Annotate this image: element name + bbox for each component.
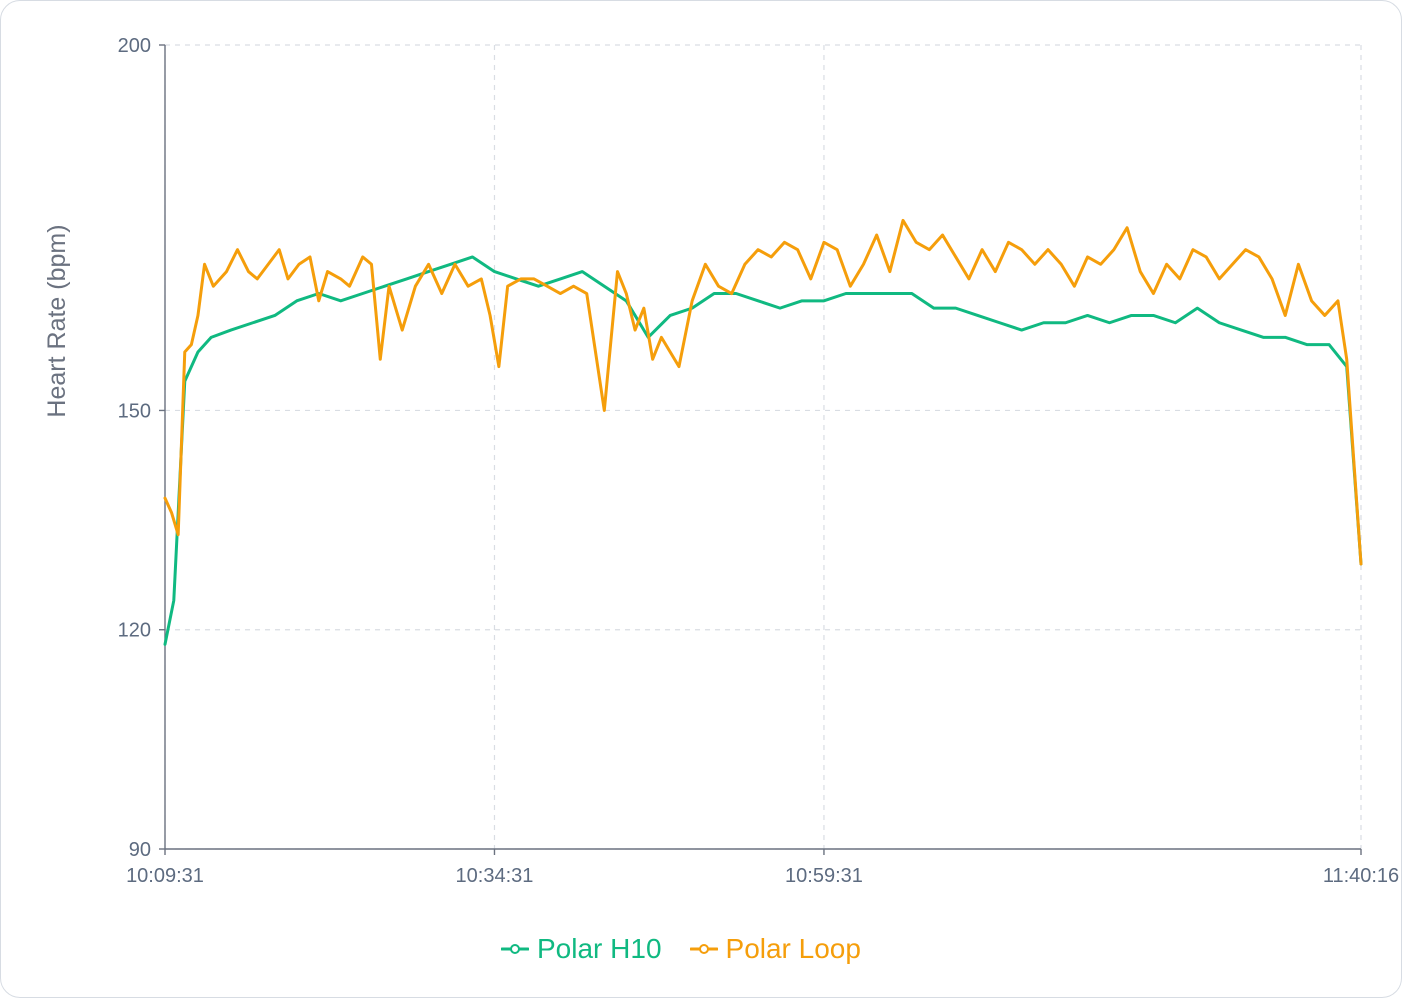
- series-line-polar-loop: [163, 218, 1363, 566]
- x-tick-label: 10:59:31: [785, 865, 863, 887]
- y-tick-label: 200: [118, 35, 151, 57]
- y-tick-label: 150: [118, 400, 151, 422]
- legend-label-polar-loop: Polar Loop: [725, 933, 861, 964]
- y-axis-title: Heart Rate (bpm): [43, 224, 71, 417]
- series-line-polar-h10: [163, 255, 1363, 646]
- y-tick-label: 120: [118, 620, 151, 642]
- x-tick-label: 10:09:31: [126, 865, 204, 887]
- legend: Polar H10 Polar Loop: [501, 929, 861, 969]
- legend-item-polar-h10[interactable]: Polar H10: [501, 935, 662, 963]
- legend-item-polar-loop[interactable]: Polar Loop: [689, 933, 861, 964]
- y-tick-label: 90: [129, 839, 151, 861]
- legend-label-polar-h10: Polar H10: [537, 933, 662, 964]
- series-layer: [163, 218, 1363, 646]
- grid-layer: [164, 44, 1362, 850]
- legend-marker-icon: [501, 944, 529, 954]
- x-tick-label: 11:40:16: [1323, 865, 1399, 887]
- axes-layer: 90 120 150 200 10:09:31 10:34:31 10:59:31 11:40…: [118, 35, 1400, 887]
- x-tick-label: 10:34:31: [456, 865, 534, 887]
- legend-marker-icon: [689, 944, 718, 954]
